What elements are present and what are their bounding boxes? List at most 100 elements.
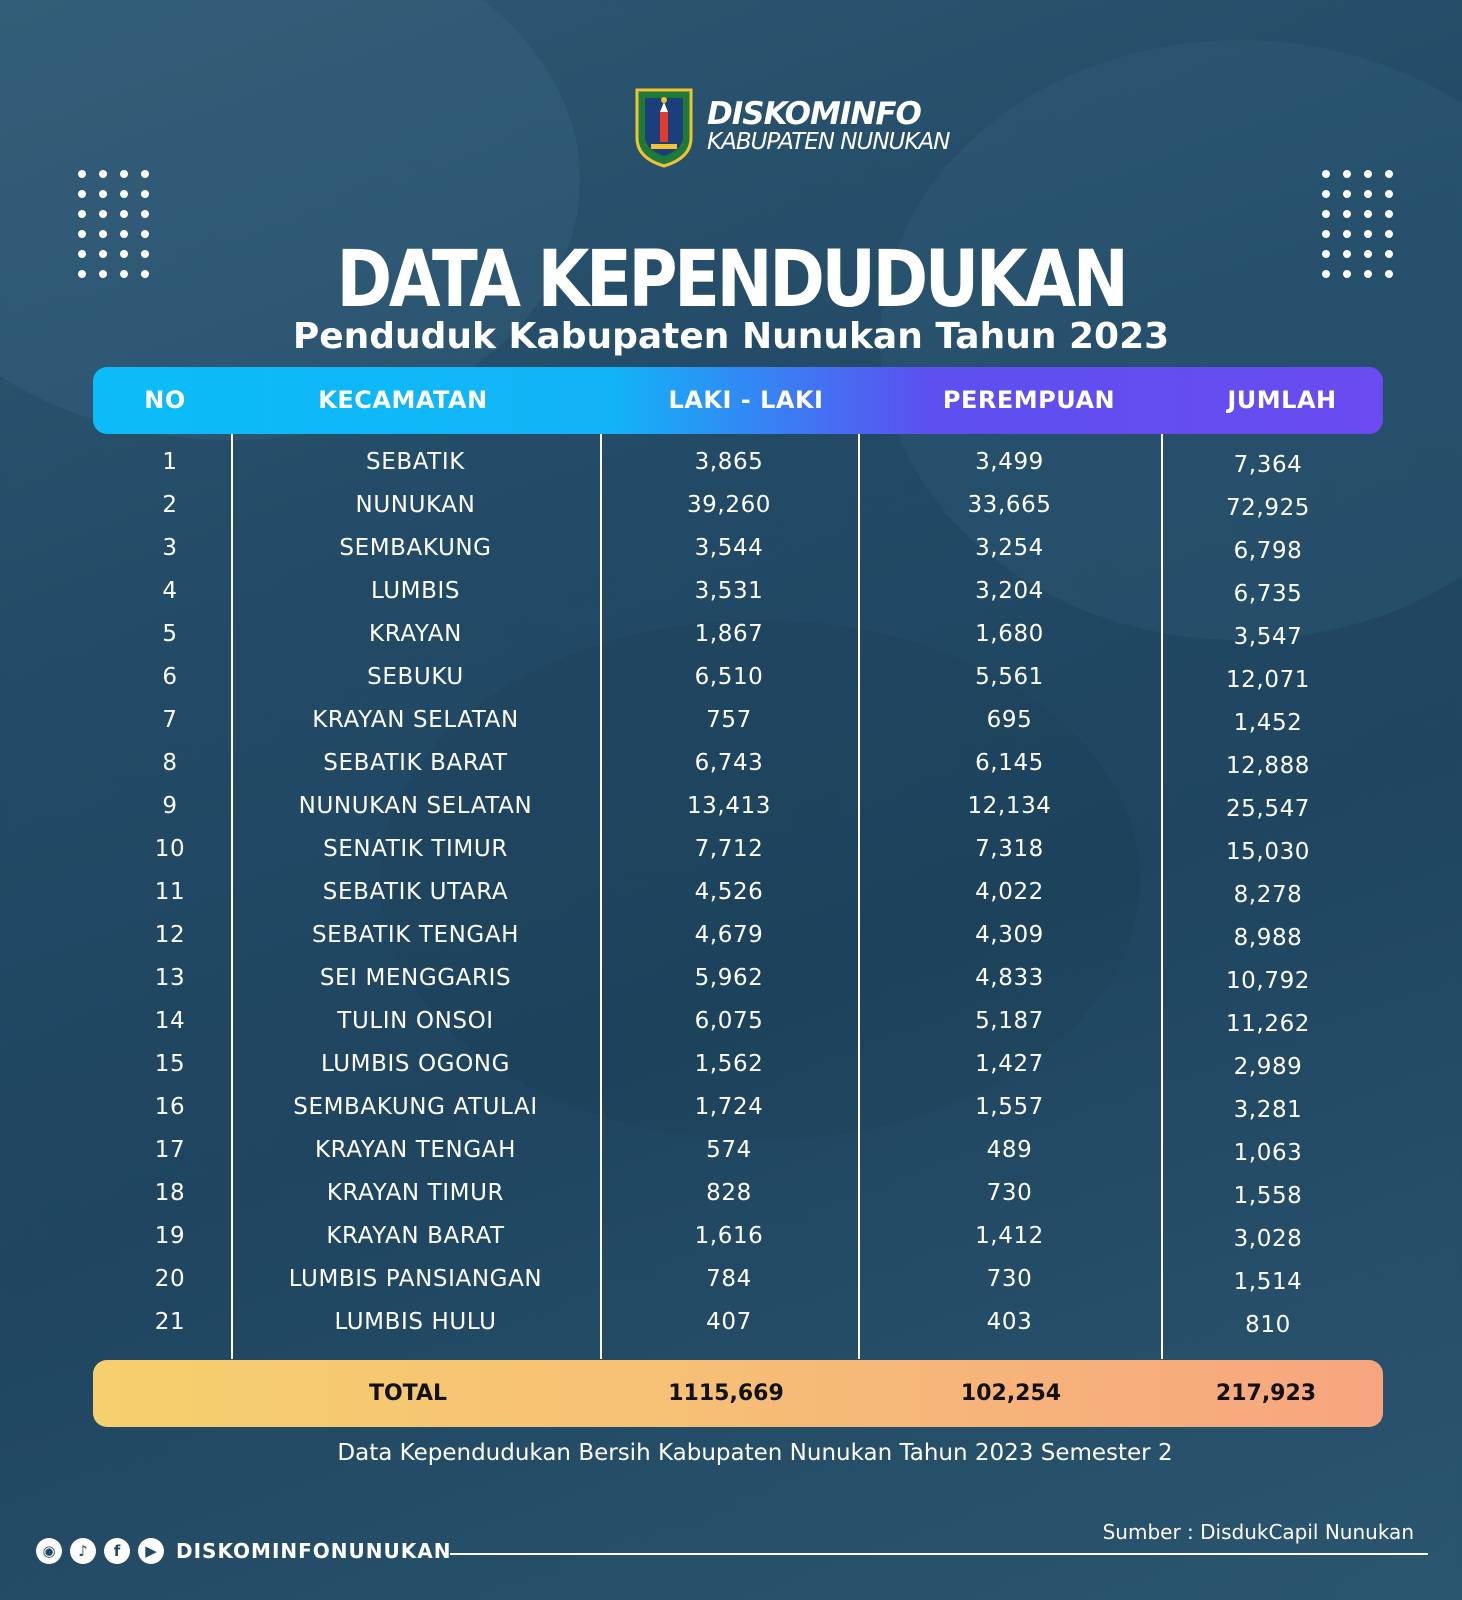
cell-kecamatan: KRAYAN SELATAN [312,707,519,733]
cell-laki-laki: 5,962 [694,965,764,991]
cell-no: 10 [154,836,186,862]
cell-jumlah: 1,063 [1233,1140,1303,1166]
total-jumlah: 217,923 [1215,1381,1317,1406]
cell-laki-laki: 1,867 [694,621,764,647]
cell-perempuan: 489 [986,1137,1033,1163]
table-row: 17 KRAYAN TENGAH 574 489 1,063 [0,1129,1462,1172]
table-row: 1 SEBATIK 3,865 3,499 7,364 [0,441,1462,484]
table-row: 7 KRAYAN SELATAN 757 695 1,452 [0,699,1462,742]
cell-no: 19 [154,1223,186,1249]
cell-kecamatan: SEBATIK UTARA [322,879,509,905]
cell-perempuan: 3,204 [975,578,1044,604]
table-row: 10 SENATIK TIMUR 7,712 7,318 15,030 [0,828,1462,871]
cell-perempuan: 33,665 [967,492,1052,518]
header-kecamatan: KECAMATAN [318,386,488,414]
cell-laki-laki: 7,712 [694,836,764,862]
cell-laki-laki: 39,260 [686,492,772,518]
cell-kecamatan: SEMBAKUNG ATULAI [293,1094,538,1120]
regency-emblem-icon [635,88,693,168]
table-row: 2 NUNUKAN 39,260 33,665 72,925 [0,484,1462,527]
cell-no: 7 [162,707,178,733]
cell-jumlah: 2,989 [1233,1054,1303,1080]
table-row: 3 SEMBAKUNG 3,544 3,254 6,798 [0,527,1462,570]
table-row: 8 SEBATIK BARAT 6,743 6,145 12,888 [0,742,1462,785]
cell-laki-laki: 3,865 [694,449,764,475]
cell-no: 9 [162,793,178,819]
cell-jumlah: 8,278 [1233,882,1303,908]
cell-no: 6 [162,664,178,690]
cell-laki-laki: 6,075 [694,1008,764,1034]
table-row: 15 LUMBIS OGONG 1,562 1,427 2,989 [0,1043,1462,1086]
cell-kecamatan: LUMBIS PANSIANGAN [288,1266,543,1292]
cell-laki-laki: 784 [706,1266,752,1292]
cell-jumlah: 3,281 [1233,1097,1303,1123]
cell-no: 5 [162,621,178,647]
cell-perempuan: 3,254 [975,535,1044,561]
cell-perempuan: 695 [986,707,1033,733]
cell-kecamatan: KRAYAN TENGAH [314,1137,517,1163]
cell-jumlah: 810 [1245,1312,1291,1338]
cell-jumlah: 12,071 [1225,667,1311,693]
header-no: NO [144,386,186,414]
tiktok-icon[interactable]: ♪ [70,1538,96,1564]
cell-kecamatan: KRAYAN TIMUR [326,1180,505,1206]
cell-perempuan: 5,561 [975,664,1044,690]
table-row: 14 TULIN ONSOI 6,075 5,187 11,262 [0,1000,1462,1043]
cell-perempuan: 7,318 [975,836,1044,862]
cell-no: 17 [154,1137,186,1163]
cell-laki-laki: 757 [706,707,752,733]
cell-perempuan: 4,833 [975,965,1044,991]
footnote: Data Kependudukan Bersih Kabupaten Nunuk… [337,1440,1173,1466]
cell-perempuan: 1,680 [975,621,1044,647]
background-shape [880,40,1462,640]
cell-jumlah: 12,888 [1225,753,1311,779]
social-handle: DISKOMINFONUNUKAN [176,1539,452,1563]
dot-pattern-right [1322,170,1393,278]
total-row: TOTAL 1115,669 102,254 217,923 [93,1360,1383,1427]
cell-laki-laki: 3,544 [694,535,764,561]
cell-jumlah: 1,452 [1233,710,1303,736]
cell-kecamatan: SEBATIK BARAT [323,750,508,776]
cell-no: 14 [154,1008,186,1034]
page-title: DATA KEPENDUDUKAN [336,235,1129,325]
header-jumlah: JUMLAH [1227,386,1337,414]
cell-jumlah: 1,558 [1233,1183,1303,1209]
page-subtitle: Penduduk Kabupaten Nunukan Tahun 2023 [292,316,1170,357]
table-row: 9 NUNUKAN SELATAN 13,413 12,134 25,547 [0,785,1462,828]
header-perempuan: PEREMPUAN [942,386,1116,414]
cell-laki-laki: 1,616 [694,1223,764,1249]
cell-perempuan: 4,309 [975,922,1044,948]
table-row: 6 SEBUKU 6,510 5,561 12,071 [0,656,1462,699]
cell-laki-laki: 4,679 [694,922,764,948]
total-perempuan: 102,254 [960,1381,1062,1406]
cell-kecamatan: SEMBAKUNG [339,535,492,561]
cell-jumlah: 6,798 [1233,538,1303,564]
cell-no: 21 [154,1309,186,1335]
cell-laki-laki: 6,743 [694,750,764,776]
cell-kecamatan: SEBUKU [367,664,464,690]
cell-laki-laki: 1,724 [694,1094,764,1120]
brand-region: KABUPATEN NUNUKAN [707,129,950,156]
cell-jumlah: 7,364 [1233,452,1303,478]
cell-perempuan: 1,427 [975,1051,1044,1077]
column-divider [600,434,602,1359]
table-row: 18 KRAYAN TIMUR 828 730 1,558 [0,1172,1462,1215]
cell-no: 12 [154,922,186,948]
cell-jumlah: 3,547 [1233,624,1303,650]
cell-kecamatan: LUMBIS HULU [334,1309,497,1335]
cell-laki-laki: 407 [706,1309,752,1335]
table-row: 4 LUMBIS 3,531 3,204 6,735 [0,570,1462,613]
column-divider [1161,434,1163,1359]
total-label: TOTAL [368,1381,448,1406]
facebook-icon[interactable]: f [104,1538,130,1564]
cell-no: 4 [162,578,178,604]
cell-perempuan: 1,557 [975,1094,1044,1120]
youtube-icon[interactable]: ▶ [138,1538,164,1564]
instagram-icon[interactable]: ◉ [36,1538,62,1564]
cell-jumlah: 15,030 [1225,839,1311,865]
cell-laki-laki: 1,562 [694,1051,764,1077]
cell-no: 2 [162,492,178,518]
table-row: 5 KRAYAN 1,867 1,680 3,547 [0,613,1462,656]
table-row: 19 KRAYAN BARAT 1,616 1,412 3,028 [0,1215,1462,1258]
cell-jumlah: 72,925 [1225,495,1311,521]
